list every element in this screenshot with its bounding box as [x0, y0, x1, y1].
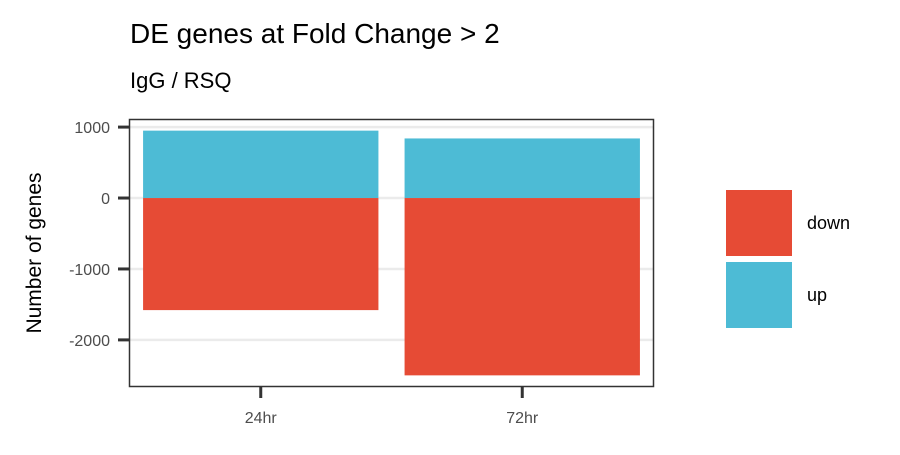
y-tick-label: -1000	[69, 262, 110, 279]
y-tick-label: 1000	[74, 120, 110, 137]
x-axis: 24hr 72hr	[245, 386, 539, 427]
bar-down-24hr	[143, 198, 379, 311]
bar-down-72hr	[404, 198, 640, 376]
y-tick-label: 0	[101, 191, 110, 208]
bars-layer	[143, 130, 640, 376]
legend-swatch-up	[726, 262, 792, 328]
y-axis: 1000 0 -1000 -2000	[69, 120, 130, 350]
legend-label-down: down	[807, 213, 850, 233]
legend: down up	[726, 190, 850, 328]
bar-up-24hr	[143, 130, 379, 199]
y-tick-label: -2000	[69, 333, 110, 350]
legend-swatch-down	[726, 190, 792, 256]
x-tick-label: 24hr	[245, 410, 278, 427]
chart-subtitle: IgG / RSQ	[130, 68, 231, 93]
bar-up-72hr	[404, 138, 640, 199]
plot-panel	[128, 118, 655, 388]
legend-label-up: up	[807, 285, 827, 305]
x-tick-label: 72hr	[506, 410, 539, 427]
chart-title: DE genes at Fold Change > 2	[130, 18, 500, 49]
y-axis-label: Number of genes	[23, 172, 46, 333]
